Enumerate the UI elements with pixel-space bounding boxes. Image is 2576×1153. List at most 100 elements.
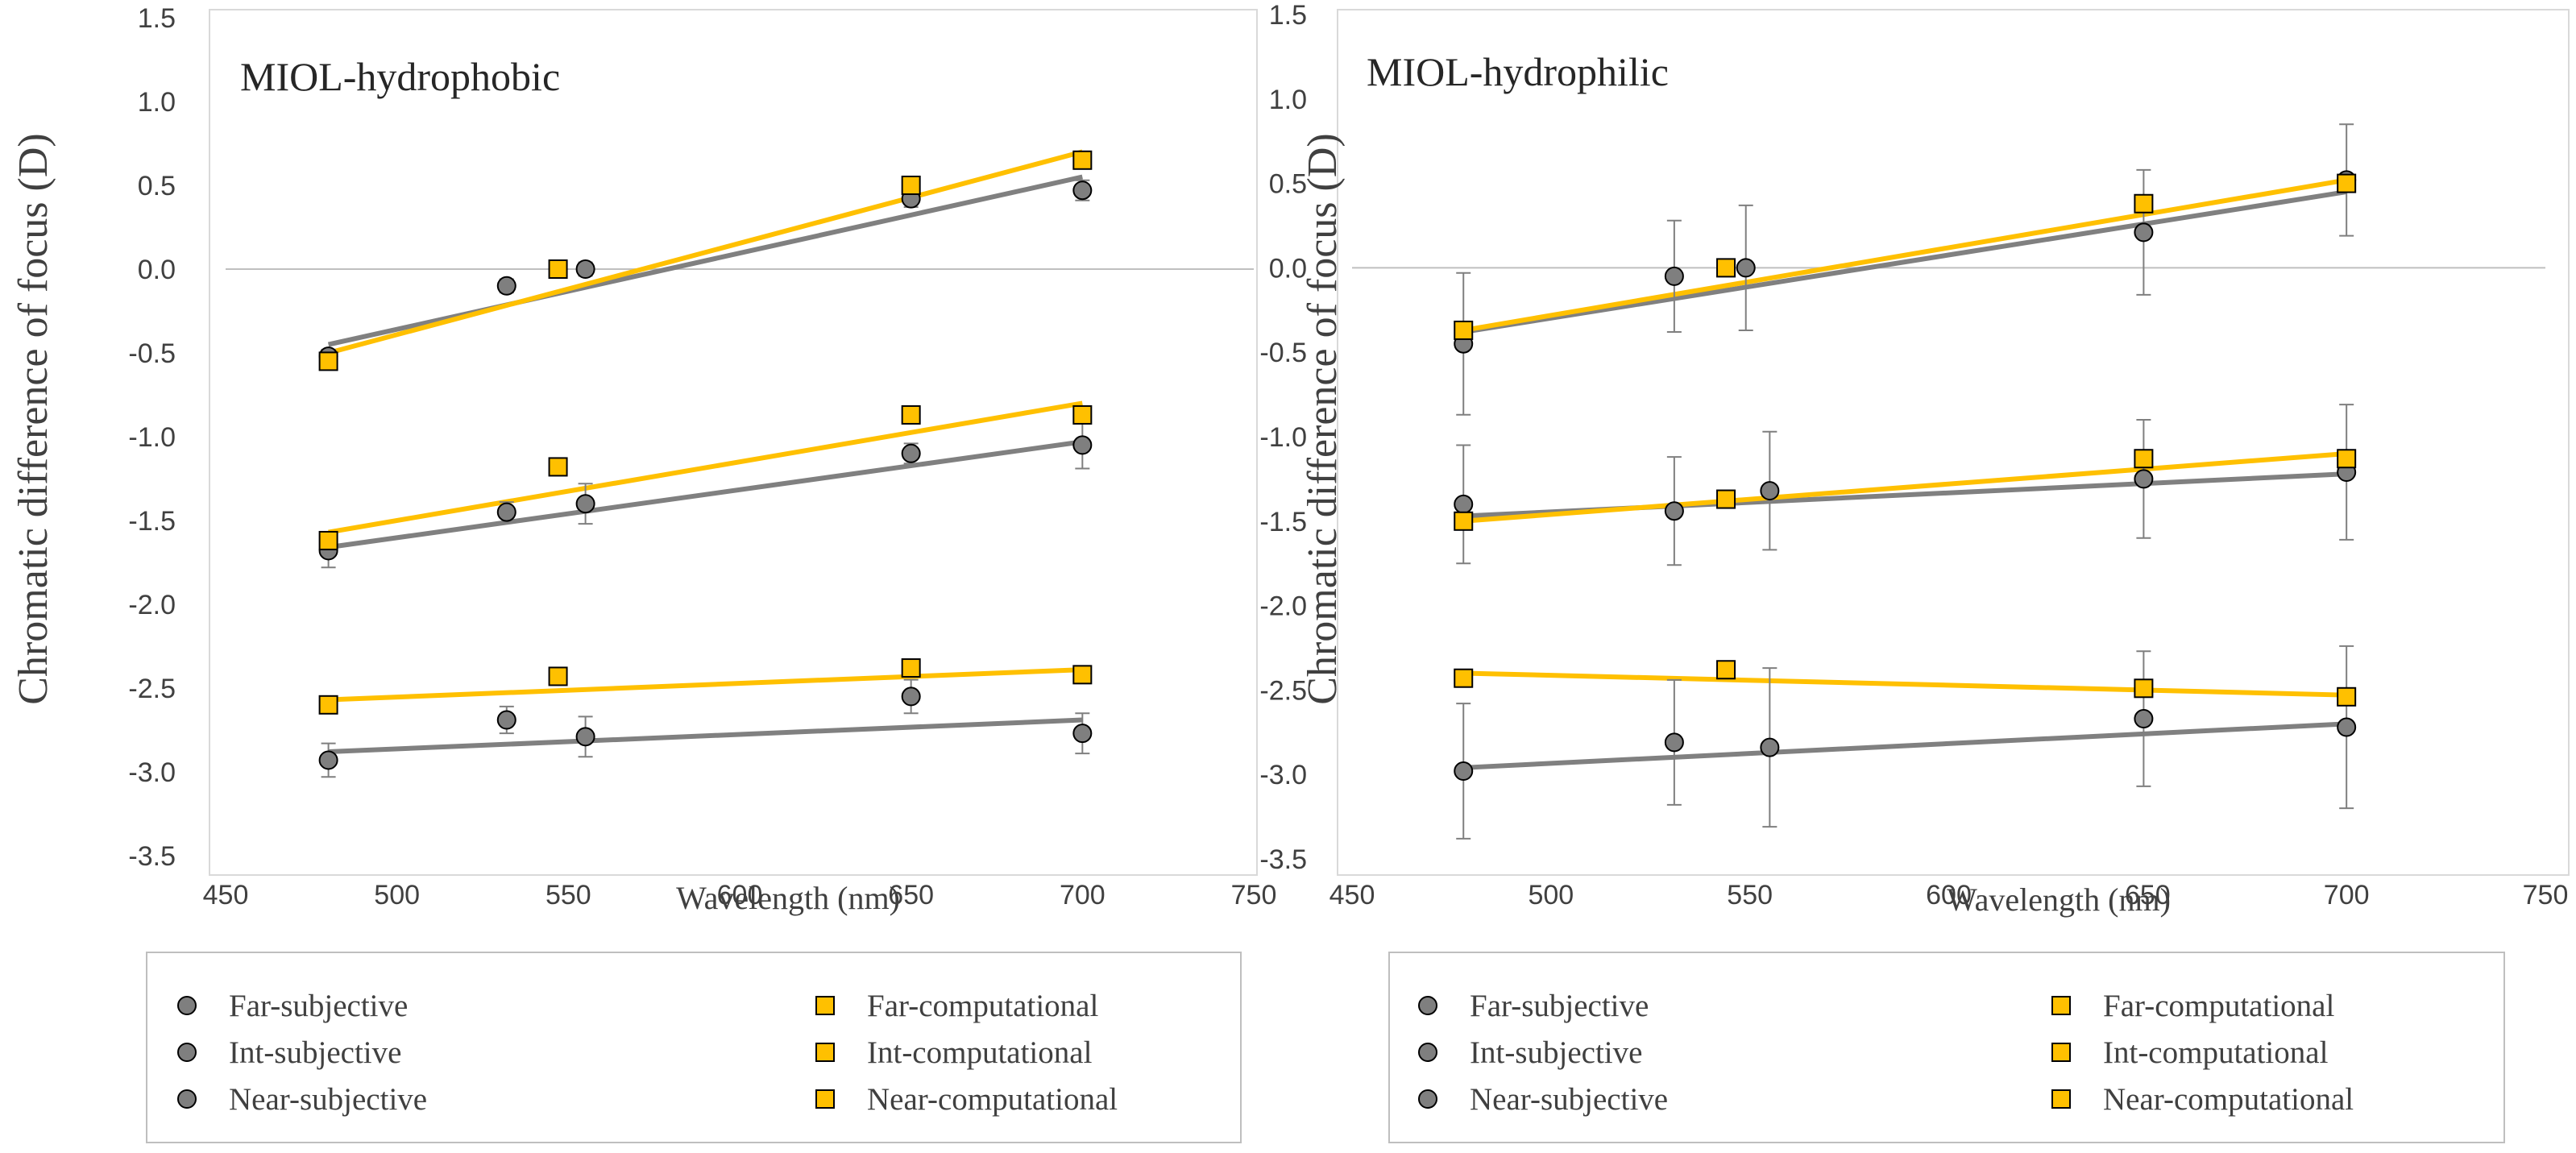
trend-line-int-computational xyxy=(328,400,1083,535)
plot-area xyxy=(1337,9,2570,876)
x-tick-label: 500 xyxy=(374,880,420,910)
point-int-computational xyxy=(2134,449,2154,469)
x-tick-label: 750 xyxy=(1231,880,1277,910)
y-tick-label: 1.0 xyxy=(1269,85,1307,115)
x-tick-label: 600 xyxy=(717,880,763,910)
legend-box xyxy=(1388,952,2505,1143)
y-tick-label: -2.5 xyxy=(128,674,176,704)
x-tick-label: 450 xyxy=(1329,880,1375,910)
y-axis-label: Chromatic difference of focus (D) xyxy=(1300,133,1346,704)
y-tick-label: -2.0 xyxy=(128,590,176,620)
x-axis-label: Wavelength (nm) xyxy=(676,880,900,916)
trend-line-near-subjective xyxy=(1463,721,2347,770)
y-tick-label: 0.0 xyxy=(1269,253,1307,284)
legend-label-near-subjective: Near-subjective xyxy=(229,1082,427,1117)
legend-box xyxy=(146,952,1242,1143)
y-tick-label: 1.5 xyxy=(138,3,176,34)
point-int-subjective xyxy=(1454,494,1474,514)
y-tick-label: -1.5 xyxy=(1259,507,1307,537)
y-tick-label: 1.0 xyxy=(138,87,176,118)
point-near-subjective xyxy=(1664,732,1684,753)
point-int-computational xyxy=(1072,404,1093,425)
legend-label-int-subjective: Int-subjective xyxy=(1470,1035,1642,1070)
point-far-computational xyxy=(1072,150,1093,170)
x-tick-label: 650 xyxy=(888,880,934,910)
point-near-subjective xyxy=(2134,709,2154,729)
x-tick-label: 750 xyxy=(2523,880,2569,910)
point-far-computational xyxy=(901,176,921,195)
legend-marker-near-subjective xyxy=(1418,1089,1437,1109)
chart-title: MIOL-hydrophobic xyxy=(240,54,560,99)
y-tick-label: -1.5 xyxy=(128,506,176,537)
point-int-computational xyxy=(1716,489,1736,509)
point-near-subjective xyxy=(1760,737,1780,757)
trend-line-near-computational xyxy=(1463,670,2347,698)
point-near-computational xyxy=(2337,686,2357,707)
y-tick-label: -3.5 xyxy=(1259,844,1307,875)
y-tick-label: -0.5 xyxy=(1259,338,1307,368)
trend-line-far-computational xyxy=(1462,177,2347,333)
data-marks xyxy=(226,149,1254,778)
legend-marker-far-subjective xyxy=(177,996,197,1015)
panel-hydrophilic: MIOL-hydrophilic Chromatic difference of… xyxy=(1259,0,2570,918)
point-int-computational xyxy=(548,457,568,477)
legend-marker-int-subjective xyxy=(1418,1043,1437,1062)
point-near-subjective xyxy=(496,710,516,730)
point-near-subjective xyxy=(1454,761,1474,782)
point-int-subjective xyxy=(901,443,921,463)
trend-line-near-computational xyxy=(328,667,1083,703)
legend-label-int-computational: Int-computational xyxy=(867,1035,1093,1070)
y-tick-label: -3.0 xyxy=(1259,760,1307,790)
point-far-computational xyxy=(548,259,568,279)
y-tick-label: -1.0 xyxy=(128,422,176,453)
tick-labels: 1.5 1.0 0.5 0.0 -0.5 -1.0 -1.5 -2.0 -2.5 -3.0 -3.5… xyxy=(1259,0,2568,910)
legend-hydrophobic: Far-subjective Far-computational Int-subje… xyxy=(146,952,1242,1143)
y-tick-label: 0.5 xyxy=(138,171,176,201)
legend-label-near-computational: Near-computational xyxy=(867,1082,1118,1117)
y-tick-label: -2.0 xyxy=(1259,591,1307,622)
point-far-subjective xyxy=(1736,258,1756,278)
legend-marker-far-subjective xyxy=(1418,996,1437,1015)
trend-line-far-subjective xyxy=(1462,189,2347,335)
x-tick-label: 500 xyxy=(1528,880,1574,910)
legend-marker-far-computational xyxy=(815,996,835,1015)
legend-marker-near-computational xyxy=(815,1089,835,1109)
legend-marker-near-subjective xyxy=(177,1089,197,1109)
legend-marker-int-subjective xyxy=(177,1043,197,1062)
legend-label-near-computational: Near-computational xyxy=(2103,1082,2354,1117)
point-far-computational xyxy=(318,351,338,371)
legend-label-far-computational: Far-computational xyxy=(2103,989,2334,1023)
legend-marker-near-computational xyxy=(2051,1089,2071,1109)
point-int-computational xyxy=(901,404,921,425)
point-near-subjective xyxy=(318,750,338,770)
point-int-subjective xyxy=(1760,481,1780,501)
point-far-subjective xyxy=(1072,180,1093,201)
x-tick-label: 700 xyxy=(2324,880,2370,910)
data-marks xyxy=(1352,123,2545,840)
point-int-subjective xyxy=(2134,469,2154,489)
point-near-computational xyxy=(1716,660,1736,680)
point-near-subjective xyxy=(901,686,921,707)
y-tick-label: 0.5 xyxy=(1269,169,1307,200)
point-near-computational xyxy=(1454,668,1474,688)
y-tick-label: -1.0 xyxy=(1259,422,1307,453)
tick-labels: 1.5 1.0 0.5 0.0 -0.5 -1.0 -1.5 -2.0 -2.5 -3.0 -3.5… xyxy=(128,3,1276,910)
legend-label-near-subjective: Near-subjective xyxy=(1470,1082,1668,1117)
y-tick-label: -3.5 xyxy=(128,841,176,872)
point-int-computational xyxy=(1454,511,1474,531)
x-tick-label: 650 xyxy=(2125,880,2171,910)
y-tick-label: -0.5 xyxy=(128,338,176,369)
trend-line-int-computational xyxy=(1462,450,2347,524)
point-near-computational xyxy=(2134,678,2154,699)
point-near-subjective xyxy=(1072,724,1093,744)
legend-label-int-computational: Int-computational xyxy=(2103,1035,2329,1070)
y-tick-label: -3.0 xyxy=(128,757,176,788)
point-int-computational xyxy=(2337,449,2357,469)
point-int-subjective xyxy=(1664,501,1684,521)
point-far-computational xyxy=(1716,258,1736,278)
trend-line-far-computational xyxy=(327,149,1084,355)
point-far-subjective xyxy=(575,259,595,279)
legend-label-far-computational: Far-computational xyxy=(867,989,1098,1023)
legend-label-int-subjective: Int-subjective xyxy=(229,1035,401,1070)
